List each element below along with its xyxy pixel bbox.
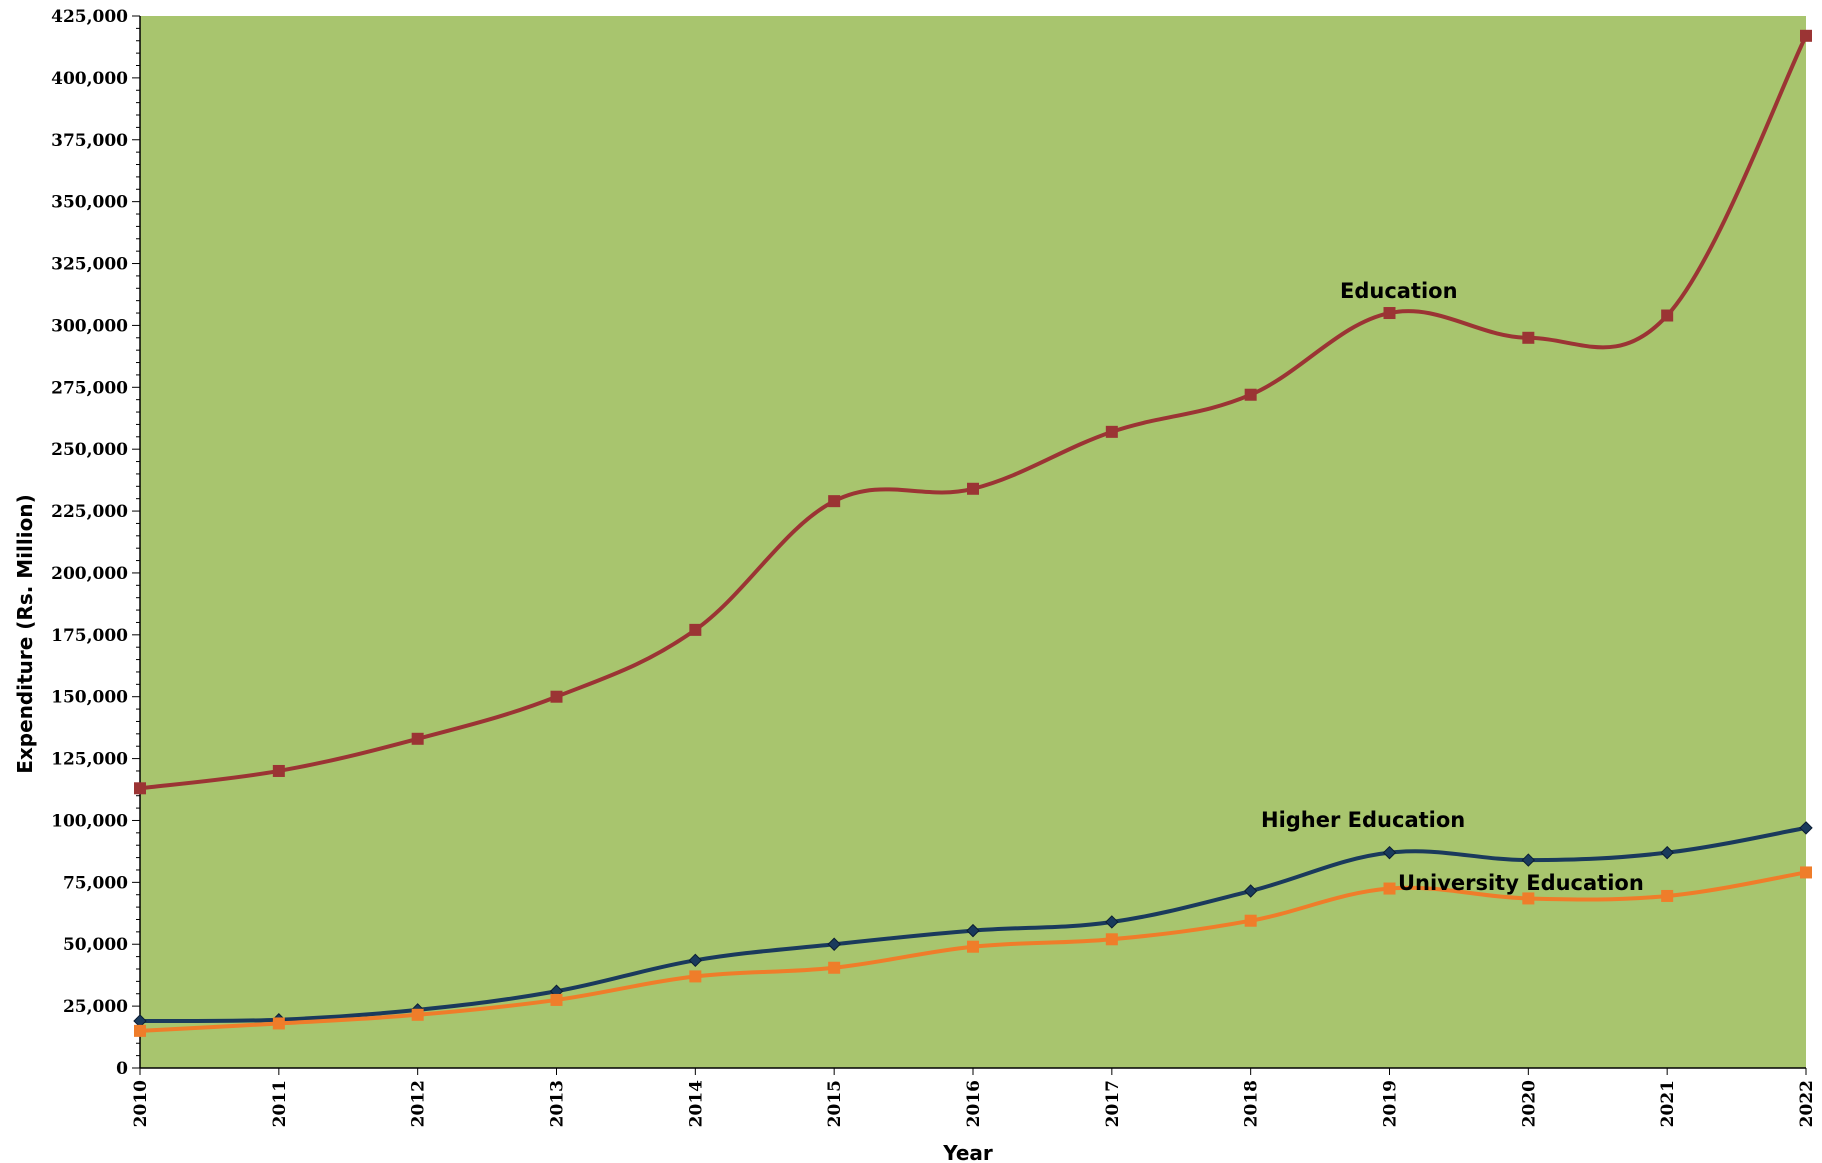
data-point-education [1244, 388, 1257, 401]
data-point-education [828, 495, 841, 508]
x-tick-label: 2020 [1519, 1080, 1539, 1127]
y-tick-label: 175,000 [51, 626, 128, 646]
data-point-higher-education [827, 937, 841, 951]
y-tick-label: 200,000 [51, 564, 128, 584]
y-axis: 0 25,000 50,000 75,000 100,000 125,000 150,000… [51, 7, 141, 1079]
data-point-university-education [1383, 882, 1396, 895]
data-point-education [550, 690, 563, 703]
x-tick-label: 2016 [964, 1080, 984, 1127]
data-point-higher-education [1660, 845, 1674, 860]
data-point-university-education [134, 1024, 146, 1037]
data-point-higher-education [1382, 845, 1397, 860]
x-tick-label: 2021 [1658, 1080, 1678, 1127]
data-point-university-education [689, 970, 702, 983]
data-point-higher-education [688, 953, 703, 968]
data-point-higher-education [1243, 884, 1258, 898]
y-tick-label: 400,000 [51, 69, 128, 89]
y-tick-label: 25,000 [63, 997, 128, 1017]
data-point-university-education [1661, 889, 1674, 902]
data-point-education [689, 623, 702, 636]
data-point-education [1105, 425, 1118, 438]
data-point-university-education [828, 961, 841, 974]
series-label-university-education: University Education [1398, 871, 1644, 895]
x-tick-label: 2011 [270, 1080, 290, 1127]
x-tick-label: 2019 [1381, 1080, 1401, 1127]
series-label-education: Education [1340, 279, 1458, 303]
data-point-university-education [967, 940, 979, 953]
x-tick-label: 2018 [1242, 1080, 1262, 1127]
data-point-higher-education [1105, 915, 1119, 929]
x-tick-label: 2014 [686, 1080, 706, 1127]
data-point-university-education [1244, 914, 1257, 927]
plot-area [140, 16, 1806, 1068]
y-tick-label: 0 [116, 1059, 128, 1079]
y-tick-label: 50,000 [63, 935, 128, 955]
y-tick-label: 125,000 [51, 750, 128, 770]
y-tick-label: 100,000 [51, 811, 128, 831]
x-tick-label: 2022 [1797, 1080, 1817, 1127]
data-point-education [967, 482, 979, 495]
y-tick-label: 250,000 [51, 440, 128, 460]
x-axis: 2010 2011 2012 2013 2014 2015 2016 2017 2018 2019… [131, 1067, 1817, 1127]
data-point-university-education [272, 1017, 285, 1030]
x-tick-label: 2013 [548, 1080, 568, 1127]
x-tick-label: 2017 [1103, 1080, 1123, 1127]
data-point-higher-education [966, 923, 980, 938]
data-point-university-education [1105, 933, 1118, 946]
data-point-university-education [1800, 866, 1812, 879]
y-tick-label: 225,000 [51, 502, 128, 522]
x-tick-label: 2012 [409, 1080, 429, 1127]
data-point-education [1522, 331, 1535, 344]
y-tick-label: 350,000 [51, 193, 128, 213]
data-point-education [1661, 309, 1674, 322]
x-tick-label: 2015 [825, 1080, 845, 1127]
data-point-university-education [411, 1008, 424, 1021]
series-lines [133, 29, 1813, 1037]
series-university-education [134, 866, 1812, 1037]
y-tick-label: 375,000 [51, 131, 128, 151]
series-line-education [139, 34, 1808, 791]
y-tick-label: 275,000 [51, 378, 128, 398]
y-tick-label: 425,000 [51, 7, 128, 27]
y-tick-label: 75,000 [63, 873, 128, 893]
y-axis-title: Expenditure (Rs. Million) [13, 494, 37, 774]
data-point-university-education [550, 993, 563, 1006]
data-point-education [1800, 29, 1812, 42]
x-axis-title: Year [942, 1141, 993, 1163]
data-point-education [272, 764, 285, 777]
x-tick-label: 2010 [131, 1080, 151, 1127]
y-tick-label: 150,000 [51, 688, 128, 708]
data-point-education [1383, 307, 1396, 320]
data-point-higher-education [1521, 853, 1536, 867]
data-point-education [134, 782, 146, 795]
data-point-education [411, 732, 424, 745]
data-point-university-education [1522, 892, 1535, 905]
y-tick-label: 300,000 [51, 316, 128, 336]
series-labels: Education Higher Education University Ed… [1261, 279, 1644, 895]
y-tick-label: 325,000 [51, 255, 128, 275]
series-education [134, 29, 1812, 795]
data-point-higher-education [1799, 821, 1813, 835]
series-label-higher-education: Higher Education [1261, 808, 1465, 832]
